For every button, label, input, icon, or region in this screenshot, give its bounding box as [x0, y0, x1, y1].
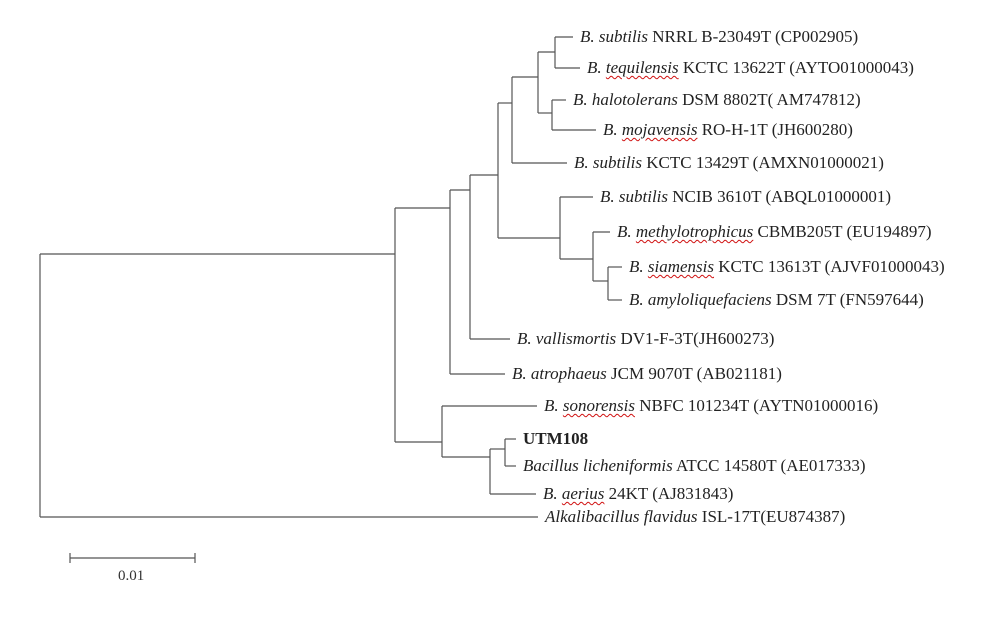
genus-text: B. [629, 257, 644, 276]
genus-text: B. [543, 484, 558, 503]
species-text: flavidus [644, 507, 698, 526]
tip-label-atrophaeus: B. atrophaeus JCM 9070T (AB021181) [512, 364, 782, 384]
tip-label-mojavensis: B. mojavensis RO-H-1T (JH600280) [603, 120, 853, 140]
tip-label-licheniformis: Bacillus licheniformis ATCC 14580T (AE01… [523, 456, 866, 476]
tip-label-tequilensis: B. tequilensis KCTC 13622T (AYTO01000043… [587, 58, 914, 78]
strain-text: RO-H-1T (JH600280) [702, 120, 853, 139]
scale-bar-label: 0.01 [118, 568, 144, 585]
strain-text: JCM 9070T (AB021181) [611, 364, 782, 383]
species-text: methylotrophicus [636, 222, 753, 241]
genus-text: Alkalibacillus [545, 507, 639, 526]
tip-label-alkalibacillus: Alkalibacillus flavidus ISL-17T(EU874387… [545, 507, 845, 527]
strain-text: DSM 8802T( AM747812) [682, 90, 861, 109]
strain-text: CBMB205T (EU194897) [758, 222, 932, 241]
strain-text: UTM108 [523, 429, 588, 448]
tip-label-amyloliquefaciens: B. amyloliquefaciens DSM 7T (FN597644) [629, 290, 924, 310]
genus-text: Bacillus [523, 456, 579, 475]
species-text: atrophaeus [531, 364, 607, 383]
species-text: subtilis [599, 27, 648, 46]
species-text: aerius [562, 484, 605, 503]
strain-text: NRRL B-23049T (CP002905) [652, 27, 858, 46]
genus-text: B. [617, 222, 632, 241]
tip-label-UTM108: UTM108 [523, 429, 588, 449]
strain-text: NBFC 101234T (AYTN01000016) [639, 396, 878, 415]
tip-label-subtilis-nrrl: B. subtilis NRRL B-23049T (CP002905) [580, 27, 858, 47]
genus-text: B. [574, 153, 589, 172]
strain-text: DV1-F-3T(JH600273) [620, 329, 774, 348]
strain-text: KCTC 13613T (AJVF01000043) [718, 257, 944, 276]
tip-label-siamensis: B. siamensis KCTC 13613T (AJVF01000043) [629, 257, 945, 277]
strain-text: ISL-17T(EU874387) [702, 507, 846, 526]
genus-text: B. [603, 120, 618, 139]
species-text: halotolerans [592, 90, 678, 109]
tip-label-sonorensis: B. sonorensis NBFC 101234T (AYTN01000016… [544, 396, 878, 416]
tip-label-subtilis-kctc: B. subtilis KCTC 13429T (AMXN01000021) [574, 153, 884, 173]
species-text: licheniformis [583, 456, 673, 475]
genus-text: B. [580, 27, 595, 46]
genus-text: B. [517, 329, 532, 348]
tip-label-halotolerans: B. halotolerans DSM 8802T( AM747812) [573, 90, 861, 110]
species-text: sonorensis [563, 396, 635, 415]
genus-text: B. [512, 364, 527, 383]
species-text: subtilis [593, 153, 642, 172]
species-text: mojavensis [622, 120, 698, 139]
strain-text: KCTC 13622T (AYTO01000043) [683, 58, 914, 77]
tip-label-subtilis-ncib: B. subtilis NCIB 3610T (ABQL01000001) [600, 187, 891, 207]
species-text: vallismortis [536, 329, 616, 348]
strain-text: ATCC 14580T (AE017333) [676, 456, 866, 475]
genus-text: B. [573, 90, 588, 109]
tip-label-aerius: B. aerius 24KT (AJ831843) [543, 484, 733, 504]
species-text: subtilis [619, 187, 668, 206]
species-text: siamensis [648, 257, 714, 276]
genus-text: B. [629, 290, 644, 309]
genus-text: B. [544, 396, 559, 415]
species-text: amyloliquefaciens [648, 290, 772, 309]
strain-text: NCIB 3610T (ABQL01000001) [672, 187, 891, 206]
phylogenetic-tree-figure: B. subtilis NRRL B-23049T (CP002905)B. t… [0, 0, 1000, 625]
genus-text: B. [587, 58, 602, 77]
tip-label-vallismortis: B. vallismortis DV1-F-3T(JH600273) [517, 329, 774, 349]
strain-text: KCTC 13429T (AMXN01000021) [646, 153, 884, 172]
strain-text: DSM 7T (FN597644) [776, 290, 924, 309]
tip-label-methylotrophicus: B. methylotrophicus CBMB205T (EU194897) [617, 222, 932, 242]
strain-text: 24KT (AJ831843) [609, 484, 734, 503]
genus-text: B. [600, 187, 615, 206]
species-text: tequilensis [606, 58, 679, 77]
